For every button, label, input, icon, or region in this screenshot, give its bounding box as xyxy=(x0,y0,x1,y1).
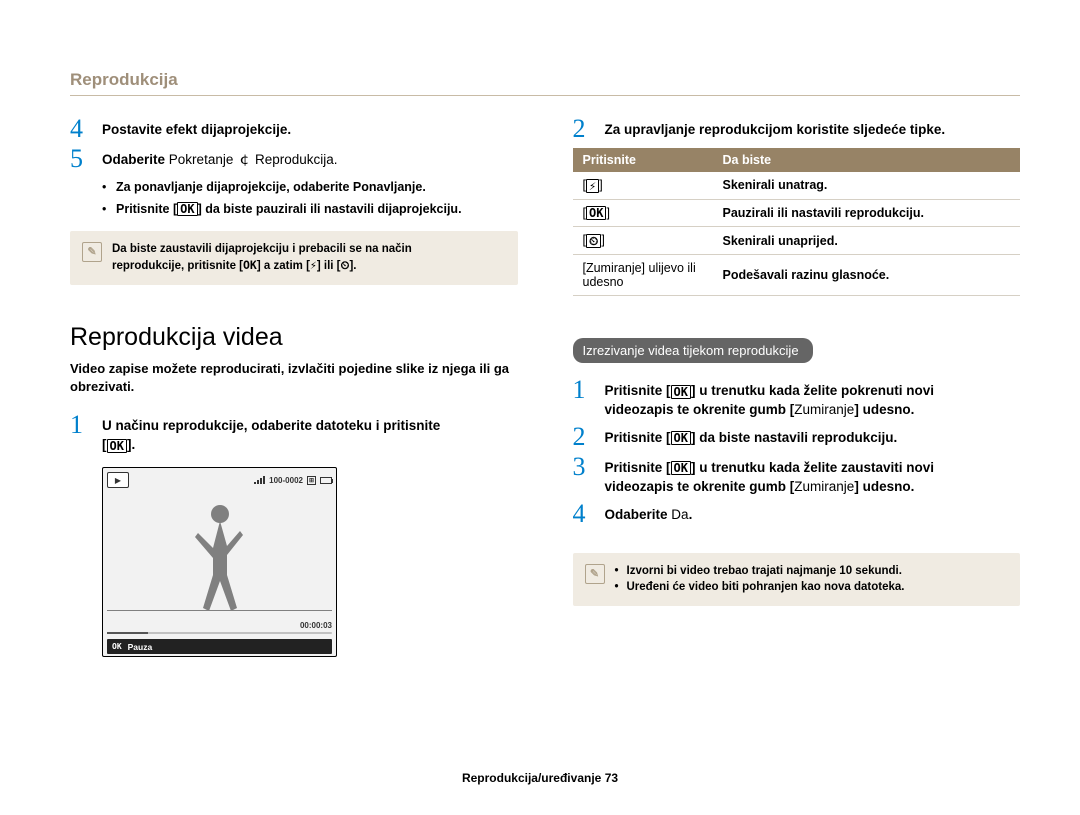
flash-icon: ⚡ xyxy=(586,179,599,193)
ok-icon: OK xyxy=(586,206,606,220)
step-number: 2 xyxy=(573,116,595,142)
step-4: 4 Postavite efekt dijaprojekcije. xyxy=(70,118,518,142)
note-box: ✎ Izvorni bi video trebao trajati najman… xyxy=(573,553,1021,606)
step-number: 1 xyxy=(70,412,92,438)
progress-bar xyxy=(107,632,332,634)
step-text: Pritisnite [OK] u trenutku kada želite p… xyxy=(605,379,935,420)
ok-icon: OK xyxy=(671,431,691,445)
note-box: ✎ Da biste zaustavili dijaprojekciju i p… xyxy=(70,231,518,285)
ok-icon: OK xyxy=(671,461,691,475)
desc-cell: Skenirali unatrag. xyxy=(713,172,1021,199)
pause-label: Pauza xyxy=(128,642,153,652)
desc-cell: Skenirali unaprijed. xyxy=(713,227,1021,255)
ok-icon: OK xyxy=(177,202,197,216)
cstep-2: 2 Pritisnite [OK] da biste nastavili rep… xyxy=(573,426,1021,450)
file-counter: 100-0002 xyxy=(269,476,303,485)
main-columns: 4 Postavite efekt dijaprojekcije. 5 Odab… xyxy=(70,118,1020,657)
key-cell: [⏲] xyxy=(573,227,713,255)
table-row: [OK] Pauzirali ili nastavili reprodukcij… xyxy=(573,199,1021,227)
step-number: 5 xyxy=(70,146,92,172)
note-text: Da biste zaustavili dijaprojekciju i pre… xyxy=(112,241,412,275)
rstep-2: 2 Za upravljanje reprodukcijom koristite… xyxy=(573,118,1021,142)
key-cell: [⚡] xyxy=(573,172,713,199)
right-column: 2 Za upravljanje reprodukcijom koristite… xyxy=(573,118,1021,657)
timer-icon: ⏲ xyxy=(586,234,601,248)
note-text: Izvorni bi video trebao trajati najmanje… xyxy=(615,563,905,596)
signal-icon xyxy=(254,476,265,484)
preview-topbar: ▶ 100-0002 ⊞ xyxy=(107,472,332,488)
sub-heading: Izrezivanje videa tijekom reprodukcije xyxy=(573,338,813,363)
key-cell: [Zumiranje] ulijevo ili udesno xyxy=(573,255,713,296)
ok-icon: OK xyxy=(107,439,127,453)
table-row: [Zumiranje] ulijevo ili udesno Podešaval… xyxy=(573,255,1021,296)
step-text: Pritisnite [OK] u trenutku kada želite z… xyxy=(605,456,935,497)
key-cell: [OK] xyxy=(573,199,713,227)
card-icon: ⊞ xyxy=(307,476,316,485)
step-text: Za upravljanje reprodukcijom koristite s… xyxy=(605,118,946,140)
step-text: U načinu reprodukcije, odaberite datotek… xyxy=(102,414,440,455)
step-text: Pritisnite [OK] da biste nastavili repro… xyxy=(605,426,898,448)
preview-footer: OK Pauza xyxy=(107,639,332,654)
rstep-1: 1 U načinu reprodukcije, odaberite datot… xyxy=(70,414,518,455)
controls-table: Pritisnite Da biste [⚡] Skenirali unatra… xyxy=(573,148,1021,296)
cstep-3: 3 Pritisnite [OK] u trenutku kada želite… xyxy=(573,456,1021,497)
preview-topright: 100-0002 ⊞ xyxy=(254,476,332,485)
arrow-icon: ¢ xyxy=(239,151,249,170)
note-icon: ✎ xyxy=(585,564,605,584)
step-text: Postavite efekt dijaprojekcije. xyxy=(102,118,291,140)
section-body: Video zapise možete reproducirati, izvla… xyxy=(70,360,518,396)
step-number: 1 xyxy=(573,377,595,403)
step-number: 3 xyxy=(573,454,595,480)
step-5: 5 Odaberite Pokretanje ¢ Reprodukcija. xyxy=(70,148,518,172)
preview-time: 00:00:03 xyxy=(300,621,332,630)
step-number: 2 xyxy=(573,424,595,450)
section-heading: Reprodukcija videa xyxy=(70,323,518,352)
bullet-item: Pritisnite [OK] da biste pauzirali ili n… xyxy=(102,200,518,219)
th-press: Pritisnite xyxy=(573,148,713,172)
step-text: Odaberite Da. xyxy=(605,503,693,525)
left-column: 4 Postavite efekt dijaprojekcije. 5 Odab… xyxy=(70,118,518,657)
person-silhouette xyxy=(193,503,248,613)
step5-bullets: Za ponavljanje dijaprojekcije, odaberite… xyxy=(102,178,518,219)
table-row: [⏲] Skenirali unaprijed. xyxy=(573,227,1021,255)
video-preview: ▶ 100-0002 ⊞ 00:00:03 ◀◀ ▶▶ xyxy=(102,467,337,657)
table-row: [⚡] Skenirali unatrag. xyxy=(573,172,1021,199)
desc-cell: Podešavali razinu glasnoće. xyxy=(713,255,1021,296)
step-text: Odaberite Pokretanje ¢ Reprodukcija. xyxy=(102,148,338,170)
bullet-item: Za ponavljanje dijaprojekcije, odaberite… xyxy=(102,178,518,197)
play-mode-icon: ▶ xyxy=(107,472,129,488)
page-footer: Reprodukcija/uređivanje 73 xyxy=(0,771,1080,785)
th-action: Da biste xyxy=(713,148,1021,172)
cstep-4: 4 Odaberite Da. xyxy=(573,503,1021,527)
desc-cell: Pauzirali ili nastavili reprodukciju. xyxy=(713,199,1021,227)
step-number: 4 xyxy=(573,501,595,527)
breadcrumb: Reprodukcija xyxy=(70,70,1020,96)
battery-icon xyxy=(320,477,332,484)
ok-label: OK xyxy=(112,642,122,651)
ground-line xyxy=(107,610,332,611)
note-icon: ✎ xyxy=(82,242,102,262)
cstep-1: 1 Pritisnite [OK] u trenutku kada želite… xyxy=(573,379,1021,420)
ok-icon: OK xyxy=(671,385,691,399)
step-number: 4 xyxy=(70,116,92,142)
